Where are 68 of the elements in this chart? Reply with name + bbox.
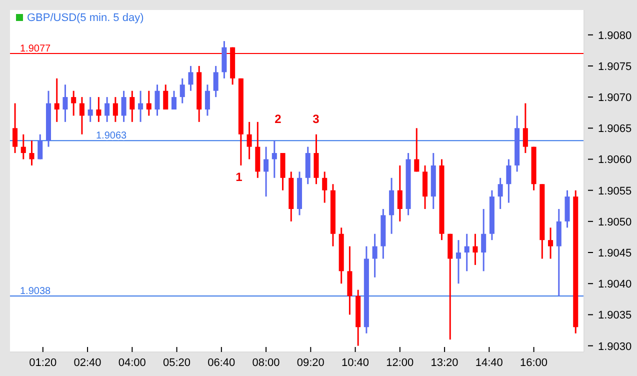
candlestick — [62, 84, 68, 123]
x-tick-label: 08:00 — [252, 357, 280, 369]
y-tick-label: 1.9060 — [598, 154, 632, 166]
x-tick-label: 14:40 — [475, 357, 503, 369]
chart-title: GBP/USD(5 min. 5 day) — [27, 12, 144, 24]
ref-line-label: 1.9077 — [20, 44, 52, 55]
candlestick — [29, 140, 34, 166]
y-tick-label: 1.9080 — [598, 30, 632, 42]
x-tick-label: 05:20 — [163, 357, 191, 369]
y-tick-label: 1.9035 — [598, 310, 632, 322]
candlestick — [498, 177, 503, 210]
candlestick — [548, 226, 554, 260]
candlestick — [481, 208, 486, 272]
candlestick — [130, 90, 135, 123]
ref-line-label: 1.9063 — [96, 130, 128, 142]
candlestick — [20, 134, 26, 160]
candlestick — [246, 121, 252, 160]
candlestick — [138, 90, 144, 123]
candlestick — [322, 170, 328, 204]
annotation: 3 — [312, 112, 320, 126]
candlestick — [38, 134, 43, 160]
candlestick — [397, 164, 402, 222]
annotation: 2 — [274, 112, 282, 126]
candlestick — [372, 233, 378, 278]
candlestick — [414, 127, 420, 172]
candlestick — [79, 96, 84, 136]
candlestick — [71, 90, 76, 116]
x-tick-label: 13:20 — [430, 357, 458, 369]
candlestick — [180, 78, 185, 104]
y-tick-label: 1.9055 — [598, 185, 632, 198]
candlestick — [154, 84, 160, 116]
candlestick — [522, 102, 528, 154]
y-tick-label: 1.9070 — [598, 92, 632, 104]
candlestick — [171, 90, 177, 110]
candlestick — [88, 96, 93, 123]
y-tick-label: 1.9030 — [598, 340, 632, 353]
annotation: 1 — [236, 170, 243, 184]
candlestick — [188, 65, 194, 92]
x-tick-label: 16:00 — [520, 357, 548, 369]
ref-line-label: 1.9038 — [20, 286, 52, 298]
x-tick-label: 01:20 — [29, 357, 57, 369]
candlestick — [506, 158, 512, 204]
x-tick-label: 06:40 — [208, 357, 236, 369]
candlestick — [104, 96, 110, 123]
candlestick — [121, 90, 126, 123]
candlestick — [204, 84, 210, 116]
x-tick-label: 09:20 — [296, 357, 324, 369]
candlestick — [272, 140, 277, 179]
x-tick-label: 04:00 — [118, 357, 146, 369]
candlestick — [146, 90, 152, 116]
x-tick-label: 02:40 — [74, 357, 102, 369]
candlestick — [264, 146, 269, 198]
y-tick-label: 1.9050 — [598, 216, 632, 228]
x-tick-label: 10:40 — [342, 357, 370, 369]
candlestick — [54, 78, 60, 123]
y-tick-label: 1.9065 — [598, 123, 632, 136]
candlestick — [112, 96, 118, 123]
x-tick-label: 12:00 — [386, 357, 414, 369]
candlestick — [464, 233, 470, 272]
candlestick — [163, 84, 168, 110]
y-tick-label: 1.9040 — [598, 278, 632, 291]
candlestick — [472, 233, 478, 266]
candlestick — [213, 65, 218, 98]
y-tick-label: 1.9045 — [598, 248, 632, 260]
candlestick — [12, 102, 18, 154]
candlestick — [456, 239, 461, 284]
y-tick-label: 1.9075 — [598, 60, 632, 73]
candlestick — [96, 96, 102, 123]
